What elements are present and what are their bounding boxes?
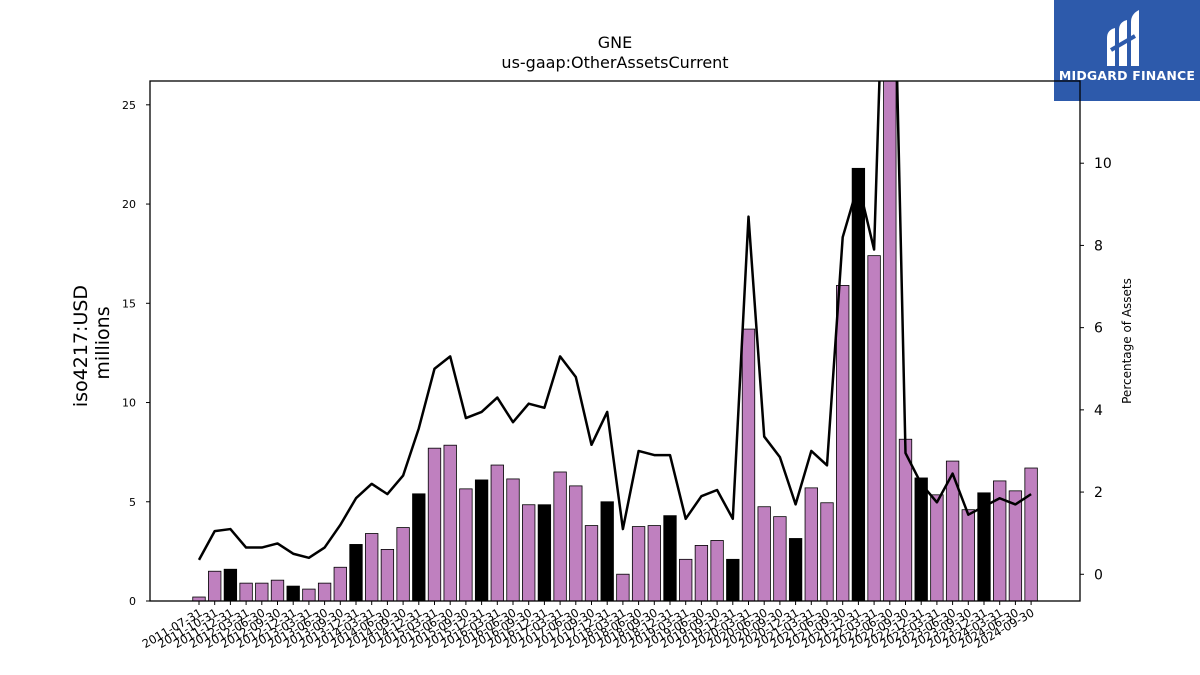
bar-2017-12-31 <box>600 501 614 601</box>
bar-2015-03-31 <box>427 447 442 601</box>
bar-2022-06-30 <box>883 81 897 601</box>
bar-2012-09-30 <box>270 579 285 601</box>
bar-2011-12-31 <box>223 568 238 601</box>
bar-2020-06-30 <box>757 506 771 601</box>
bar-2013-09-30 <box>333 566 347 601</box>
bar-2012-03-31 <box>239 582 253 601</box>
bar-2016-06-30 <box>506 478 520 601</box>
bar-2016-09-30 <box>522 504 536 601</box>
bar-2021-03-31 <box>804 487 818 601</box>
plot-frame <box>149 80 1081 602</box>
bar-2022-03-31 <box>867 255 881 601</box>
bar-2017-03-31 <box>553 471 567 601</box>
bar-2024-06-30 <box>1008 490 1023 601</box>
bar-2012-06-30 <box>255 582 269 601</box>
bar-2014-09-30 <box>396 527 410 601</box>
bar-2019-03-31 <box>679 558 693 601</box>
y-left-tick-label-0: 0 <box>129 595 136 608</box>
y-axis-left-label-line-1: iso4217:USD <box>70 285 92 407</box>
bar-2023-03-31 <box>930 494 944 601</box>
bar-2021-06-30 <box>820 502 834 601</box>
bar-2015-06-30 <box>443 444 457 601</box>
y-right-tick-label-4: 4 <box>1094 403 1103 419</box>
bar-2018-09-30 <box>647 525 661 601</box>
bar-2015-12-31 <box>474 479 489 601</box>
brand-name: MIDGARD FINANCE <box>1058 68 1196 83</box>
bar-2020-03-31 <box>741 328 756 601</box>
bar-2016-03-31 <box>490 464 504 601</box>
midgard-logo-icon <box>1107 10 1139 66</box>
y-right-tick-label-2: 2 <box>1094 485 1103 501</box>
bar-2015-09-30 <box>459 488 473 601</box>
bar-2016-12-31 <box>537 504 552 601</box>
bar-2012-12-31 <box>286 585 300 601</box>
y-right-tick-label-0: 0 <box>1094 567 1103 583</box>
chart-subtitle: us-gaap:OtherAssetsCurrent <box>501 53 728 72</box>
bar-2013-12-31 <box>349 544 363 601</box>
bar-2017-09-30 <box>584 525 599 601</box>
y-axis-right-label: Percentage of Assets <box>1120 278 1134 404</box>
bar-2019-09-30 <box>710 540 724 601</box>
bar-2011-10-31 <box>208 570 222 601</box>
bar-2014-06-30 <box>380 549 395 601</box>
bar-2011-07-31 <box>192 596 206 601</box>
bar-2019-06-30 <box>694 545 709 601</box>
bar-2013-03-31 <box>302 588 316 601</box>
bar-2021-12-31 <box>851 167 866 601</box>
y-right-tick-label-10: 10 <box>1094 156 1112 172</box>
bar-2024-03-31 <box>993 480 1007 601</box>
bar-2017-06-30 <box>569 485 583 601</box>
brand-logo: MIDGARD FINANCE <box>1054 0 1200 101</box>
y-left-tick-label-5: 5 <box>129 496 136 509</box>
bar-2018-12-31 <box>663 515 677 601</box>
bar-2023-09-30 <box>961 509 975 601</box>
bar-2024-09-30 <box>1024 467 1038 601</box>
y-right-tick-label-8: 8 <box>1094 238 1103 254</box>
bar-2014-03-31 <box>365 533 379 601</box>
bar-2020-09-30 <box>773 516 787 601</box>
bar-2020-12-31 <box>788 538 803 601</box>
y-left-tick-label-20: 20 <box>122 198 136 211</box>
bar-2018-06-30 <box>631 526 646 601</box>
bar-2021-09-30 <box>836 285 850 601</box>
bar-2013-06-30 <box>317 582 332 601</box>
y-axis-left-label-line-2: millions <box>92 306 114 379</box>
y-left-tick-label-15: 15 <box>122 297 136 310</box>
y-left-tick-label-10: 10 <box>122 397 136 410</box>
bar-2018-03-31 <box>616 573 630 601</box>
bar-2014-12-31 <box>412 493 426 601</box>
bars <box>192 81 1038 601</box>
chart-title: GNE <box>598 33 632 52</box>
pct-of-assets-line <box>197 81 1032 561</box>
y-left-tick-label-25: 25 <box>122 99 136 112</box>
y-axis-left-label: iso4217:USD millions <box>70 279 114 407</box>
bar-2022-12-31 <box>914 477 928 601</box>
bar-2019-12-31 <box>726 558 740 601</box>
plot-area: 051015202502468102011-07-312011-10-31201… <box>122 80 1112 651</box>
y-right-tick-label-6: 6 <box>1094 321 1103 337</box>
